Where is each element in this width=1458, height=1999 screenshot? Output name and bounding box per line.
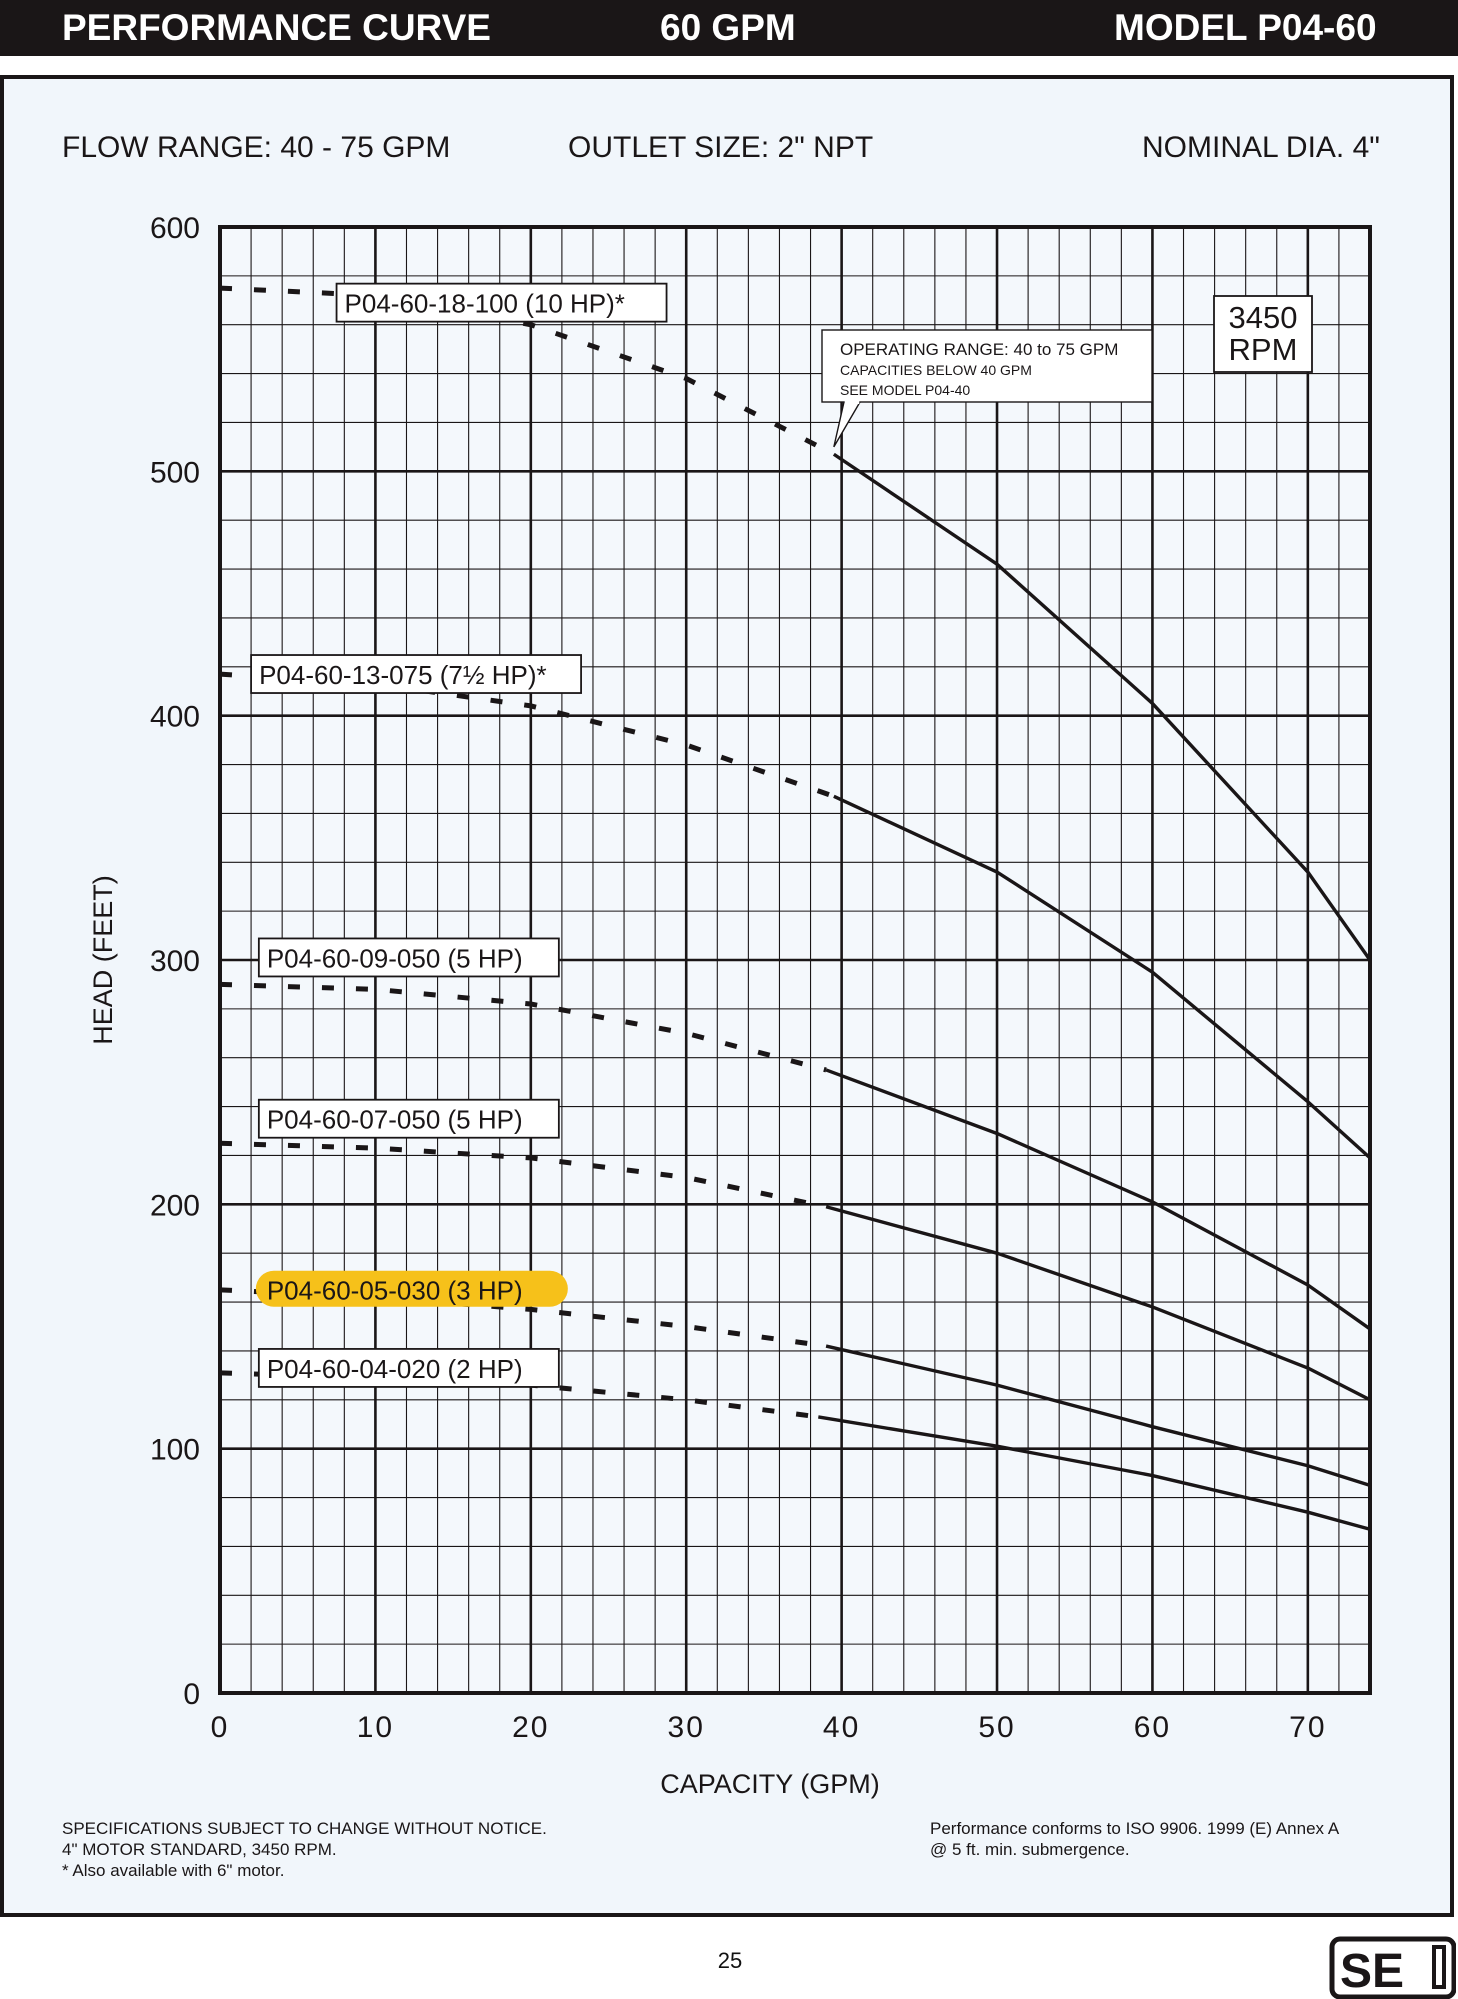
series-2: P04-60-13-075 (7½ HP)* [219, 654, 1372, 1160]
header-flow: 60 GPM [660, 7, 796, 48]
series-dashed-line [219, 285, 835, 457]
footer-conform-line: Performance conforms to ISO 9906. 1999 (… [930, 1819, 1340, 1838]
nominal-dia: NOMINAL DIA. 4" [1142, 131, 1380, 164]
x-tick-label: 40 [823, 1711, 860, 1744]
x-tick-label: 70 [1289, 1711, 1326, 1744]
page-number: 25 [717, 1948, 743, 1973]
x-tick-label: 20 [512, 1711, 549, 1744]
logo-text: SE [1340, 1945, 1404, 1998]
y-tick-label: 600 [150, 212, 200, 245]
series-dashed-line [219, 981, 827, 1073]
series-6: P04-60-04-020 (2 HP) [219, 1348, 1371, 1531]
x-tick-label: 30 [668, 1711, 705, 1744]
x-tick-label: 60 [1134, 1711, 1171, 1744]
rpm-label: 3450 [1229, 300, 1298, 335]
x-tick-label: 0 [211, 1711, 230, 1744]
flow-range: FLOW RANGE: 40 - 75 GPM [62, 131, 451, 164]
series-label: P04-60-04-020 (2 HP) [267, 1354, 523, 1384]
series-label-box [257, 937, 560, 978]
operating-range-annotation: OPERATING RANGE: 40 to 75 GPM CAPACITIES … [821, 329, 1153, 448]
header-model: MODEL P04-60 [1114, 7, 1377, 48]
series-solid-line [833, 794, 1372, 1160]
rpm-label: RPM [1229, 332, 1298, 367]
header-title: PERFORMANCE CURVE [62, 7, 491, 48]
header-bar: PERFORMANCE CURVE 60 GPM MODEL P04-60 [0, 0, 1458, 56]
series-label-box [250, 654, 582, 694]
performance-chart: 0 10 20 30 40 50 60 70 0 100 200 300 400 500 600 CAPACI… [88, 212, 1372, 1799]
series-label: P04-60-09-050 (5 HP) [267, 943, 523, 973]
footer-spec-line: SPECIFICATIONS SUBJECT TO CHANGE WITHOUT… [62, 1819, 547, 1838]
annotation-box [821, 329, 1153, 403]
rpm-frame [1213, 295, 1313, 373]
series-solid-line [825, 1205, 1371, 1402]
series-label-box [257, 1348, 560, 1388]
series-solid-line [825, 1068, 1371, 1331]
series-4: P04-60-07-050 (5 HP) [219, 1098, 1371, 1402]
annotation-line: SEE MODEL P04-40 [840, 382, 970, 398]
y-tick-label: 200 [150, 1189, 200, 1222]
series-label: P04-60-07-050 (5 HP) [267, 1105, 523, 1135]
series-solid-line [825, 1344, 1371, 1487]
series-label: P04-60-13-075 (7½ HP)* [259, 660, 547, 690]
sei-logo: SE [1329, 1936, 1456, 1999]
y-tick-label: 100 [150, 1434, 200, 1467]
series-solid-line [832, 452, 1372, 961]
series-1: P04-60-18-100 (10 HP)* [219, 282, 1372, 961]
footer-spec-line: * Also available with 6" motor. [62, 1861, 285, 1880]
series-label: P04-60-18-100 (10 HP)* [345, 289, 625, 319]
x-tick-label: 50 [978, 1711, 1015, 1744]
footer-conformance: Performance conforms to ISO 9906. 1999 (… [930, 1818, 1339, 1860]
series-5: P04-60-05-030 (3 HP) [219, 1270, 1371, 1487]
series-3: P04-60-09-050 (5 HP) [219, 937, 1371, 1331]
footer-conform-line: @ 5 ft. min. submergence. [930, 1840, 1130, 1859]
footer-specs: SPECIFICATIONS SUBJECT TO CHANGE WITHOUT… [62, 1818, 547, 1881]
y-tick-label: 0 [183, 1678, 200, 1711]
x-tick-label: 10 [357, 1711, 394, 1744]
series-label-box [335, 282, 668, 323]
y-axis-label: HEAD (FEET) [88, 875, 118, 1045]
series-dashed-line [219, 1140, 827, 1210]
series-solid-line [818, 1415, 1371, 1531]
series-label: P04-60-05-030 (3 HP) [267, 1276, 523, 1306]
outlet-size: OUTLET SIZE: 2" NPT [568, 131, 874, 164]
x-axis-label: CAPACITY (GPM) [660, 1769, 880, 1799]
y-tick-label: 400 [150, 701, 200, 734]
y-tick-label: 500 [150, 456, 200, 489]
series-label-box [257, 1098, 560, 1139]
series-label-highlight [255, 1270, 568, 1307]
y-tick-label: 300 [150, 945, 200, 978]
annotation-line: OPERATING RANGE: 40 to 75 GPM [840, 340, 1118, 359]
annotation-pointer [833, 401, 861, 448]
footer-spec-line: 4" MOTOR STANDARD, 3450 RPM. [62, 1840, 337, 1859]
annotation-line: CAPACITIES BELOW 40 GPM [840, 362, 1032, 378]
